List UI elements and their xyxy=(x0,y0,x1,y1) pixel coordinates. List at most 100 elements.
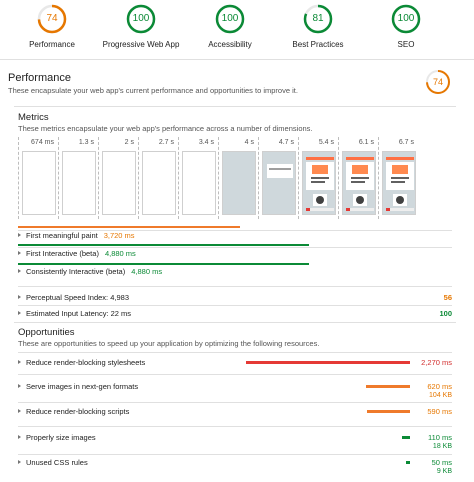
performance-gauge-ring xyxy=(37,4,67,34)
opportunity-size: 18 KB xyxy=(432,443,452,450)
divider xyxy=(18,426,452,427)
opportunity-next-gen-images[interactable]: Serve images in next-gen formats 620 ms … xyxy=(18,382,452,399)
seo-gauge-ring xyxy=(391,4,421,34)
opportunity-name: Reduce render-blocking scripts xyxy=(26,407,130,416)
frame-thumbnail xyxy=(262,151,296,215)
expand-triangle-icon xyxy=(18,269,21,274)
opportunity-bar xyxy=(402,436,410,439)
opportunity-name: Serve images in next-gen formats xyxy=(26,382,139,391)
frame-time: 6.1 s xyxy=(358,139,374,146)
metric-estimated-input-latency[interactable]: Estimated Input Latency: 22 ms 100 xyxy=(18,309,452,321)
score-accessibility[interactable]: 100 Accessibility xyxy=(180,4,280,49)
best-practices-score-label: Best Practices xyxy=(292,40,344,49)
performance-section-header: Performance These encapsulate your web a… xyxy=(0,68,474,104)
opportunity-value: 590 ms xyxy=(427,407,452,416)
opportunity-render-blocking-stylesheets[interactable]: Reduce render-blocking stylesheets 2,270… xyxy=(18,358,452,367)
accessibility-score-value: 100 xyxy=(221,13,239,24)
opportunity-bar xyxy=(246,361,410,364)
frame-time: 3.4 s xyxy=(198,139,214,146)
expand-triangle-icon xyxy=(18,384,21,389)
frame-thumbnail xyxy=(142,151,176,215)
opportunity-value: 620 ms xyxy=(427,382,452,391)
metric-name: Estimated Input Latency: 22 ms xyxy=(26,309,132,318)
expand-triangle-icon xyxy=(18,295,21,300)
opportunity-bar xyxy=(406,461,410,464)
filmstrip-frame: 2.7 s xyxy=(138,137,178,219)
seo-score-label: SEO xyxy=(397,40,415,49)
performance-section-gauge: 74 xyxy=(425,69,451,95)
opportunity-bar xyxy=(367,410,410,413)
frame-time: 2 s xyxy=(124,139,134,146)
accessibility-gauge: 100 xyxy=(215,4,245,34)
frame-time: 6.7 s xyxy=(398,139,414,146)
pwa-score-value: 100 xyxy=(132,13,150,24)
pwa-gauge-ring xyxy=(126,4,156,34)
opportunity-bar xyxy=(366,385,410,388)
performance-description: These encapsulate your web app's current… xyxy=(8,86,298,95)
performance-section-gauge-ring xyxy=(426,70,450,94)
fmp-timeline-bar xyxy=(18,226,240,228)
opportunity-render-blocking-scripts[interactable]: Reduce render-blocking scripts 590 ms xyxy=(18,407,452,416)
frame-time: 5.4 s xyxy=(318,139,334,146)
expand-triangle-icon xyxy=(18,409,21,414)
accessibility-gauge-ring xyxy=(215,4,245,34)
frame-thumbnail xyxy=(22,151,56,215)
opportunity-value: 50 ms xyxy=(431,458,452,467)
filmstrip-frame: 5.4 s xyxy=(298,137,338,219)
frame-time: 1.3 s xyxy=(78,139,94,146)
performance-gauge: 74 xyxy=(37,4,67,34)
expand-triangle-icon xyxy=(18,460,21,465)
metrics-title: Metrics xyxy=(18,112,49,123)
score-best-practices[interactable]: 81 Best Practices xyxy=(268,4,368,49)
frame-thumbnail xyxy=(182,151,216,215)
opportunity-properly-size-images[interactable]: Properly size images 110 ms 18 KB xyxy=(18,433,452,450)
frame-thumbnail xyxy=(302,151,336,215)
filmstrip-frame: 6.7 s xyxy=(378,137,418,219)
divider xyxy=(18,352,452,353)
frame-time: 2.7 s xyxy=(158,139,174,146)
filmstrip: 674 ms 1.3 s 2 s 2.7 s 3.4 s 4 s 4.7 s 5… xyxy=(18,137,420,219)
frame-thumbnail xyxy=(222,151,256,215)
pwa-gauge: 100 xyxy=(126,4,156,34)
expand-triangle-icon xyxy=(18,251,21,256)
score-pwa[interactable]: 100 Progressive Web App xyxy=(91,4,191,49)
metric-first-meaningful-paint[interactable]: First meaningful paint 3,720 ms xyxy=(18,231,452,243)
metrics-description: These metrics encapsulate your web app's… xyxy=(18,124,313,133)
metric-consistently-interactive[interactable]: Consistently Interactive (beta) 4,880 ms xyxy=(18,267,452,279)
divider xyxy=(18,402,452,403)
seo-score-value: 100 xyxy=(397,13,415,24)
expand-triangle-icon xyxy=(18,233,21,238)
fi-timeline-bar xyxy=(18,244,309,246)
opportunity-name: Unused CSS rules xyxy=(26,458,88,467)
frame-time: 674 ms xyxy=(31,139,54,146)
score-performance[interactable]: 74 Performance xyxy=(2,4,102,49)
metric-perceptual-speed-index[interactable]: Perceptual Speed Index: 4,983 56 xyxy=(18,293,452,305)
metric-value: 4,880 ms xyxy=(131,267,163,276)
metric-score: 56 xyxy=(443,293,452,302)
filmstrip-frame: 1.3 s xyxy=(58,137,98,219)
performance-score-label: Performance xyxy=(29,40,75,49)
filmstrip-frame: 4 s xyxy=(218,137,258,219)
opportunity-value: 110 ms xyxy=(427,433,452,442)
opportunity-size: 9 KB xyxy=(436,468,452,475)
metric-name: Consistently Interactive (beta) xyxy=(26,267,126,276)
best-practices-gauge-ring xyxy=(303,4,333,34)
metric-value: 4,880 ms xyxy=(104,249,136,258)
opportunity-name: Properly size images xyxy=(26,433,96,442)
divider xyxy=(18,230,452,231)
opportunity-unused-css[interactable]: Unused CSS rules 50 ms 9 KB xyxy=(18,458,452,475)
divider xyxy=(14,106,456,107)
filmstrip-frame: 6.1 s xyxy=(338,137,378,219)
metric-first-interactive[interactable]: First Interactive (beta) 4,880 ms xyxy=(18,249,452,261)
pwa-score-label: Progressive Web App xyxy=(102,40,180,49)
divider xyxy=(18,305,452,306)
metric-name: First meaningful paint xyxy=(26,231,98,240)
divider xyxy=(18,374,452,375)
expand-triangle-icon xyxy=(18,435,21,440)
score-seo[interactable]: 100 SEO xyxy=(356,4,456,49)
accessibility-score-label: Accessibility xyxy=(208,40,252,49)
divider xyxy=(18,454,452,455)
best-practices-score-value: 81 xyxy=(312,13,324,24)
frame-thumbnail xyxy=(342,151,376,215)
expand-triangle-icon xyxy=(18,311,21,316)
